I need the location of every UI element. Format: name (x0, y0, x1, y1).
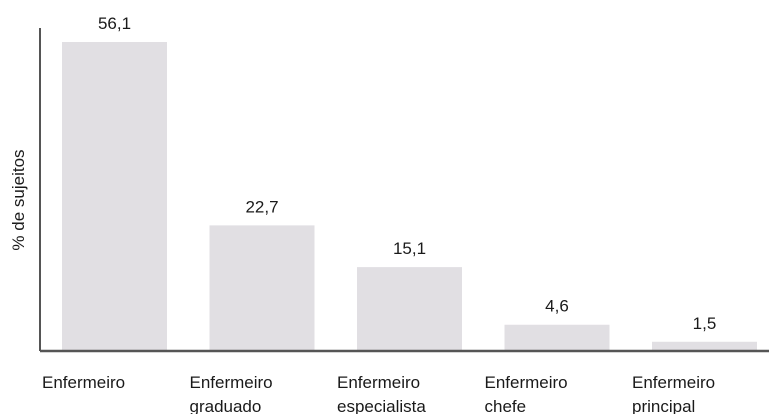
value-labels-group: 56,1 22,7 15,1 4,6 1,5 (98, 14, 716, 333)
value-label-5: 1,5 (693, 314, 717, 333)
y-axis-title: % de sujeitos (9, 149, 28, 250)
category-label-4: Enfermeiro chefe (485, 373, 568, 414)
category-label-3: Enfermeiro especialista (337, 373, 426, 414)
value-label-4: 4,6 (545, 297, 569, 316)
value-label-3: 15,1 (393, 239, 426, 258)
value-label-2: 22,7 (245, 197, 278, 216)
bars-group (62, 42, 757, 350)
bar-3 (357, 267, 462, 350)
value-label-1: 56,1 (98, 14, 131, 33)
category-labels-group: Enfermeiro Enfermeiro graduado Enfermeiro es… (42, 373, 715, 414)
bar-2 (209, 225, 315, 350)
bar-1 (62, 42, 167, 350)
category-label-5: Enfermeiro principal (632, 373, 715, 414)
bar-5 (652, 341, 757, 350)
category-label-1: Enfermeiro (42, 373, 125, 392)
category-label-2: Enfermeiro graduado (190, 373, 273, 414)
bar-4 (504, 324, 610, 350)
